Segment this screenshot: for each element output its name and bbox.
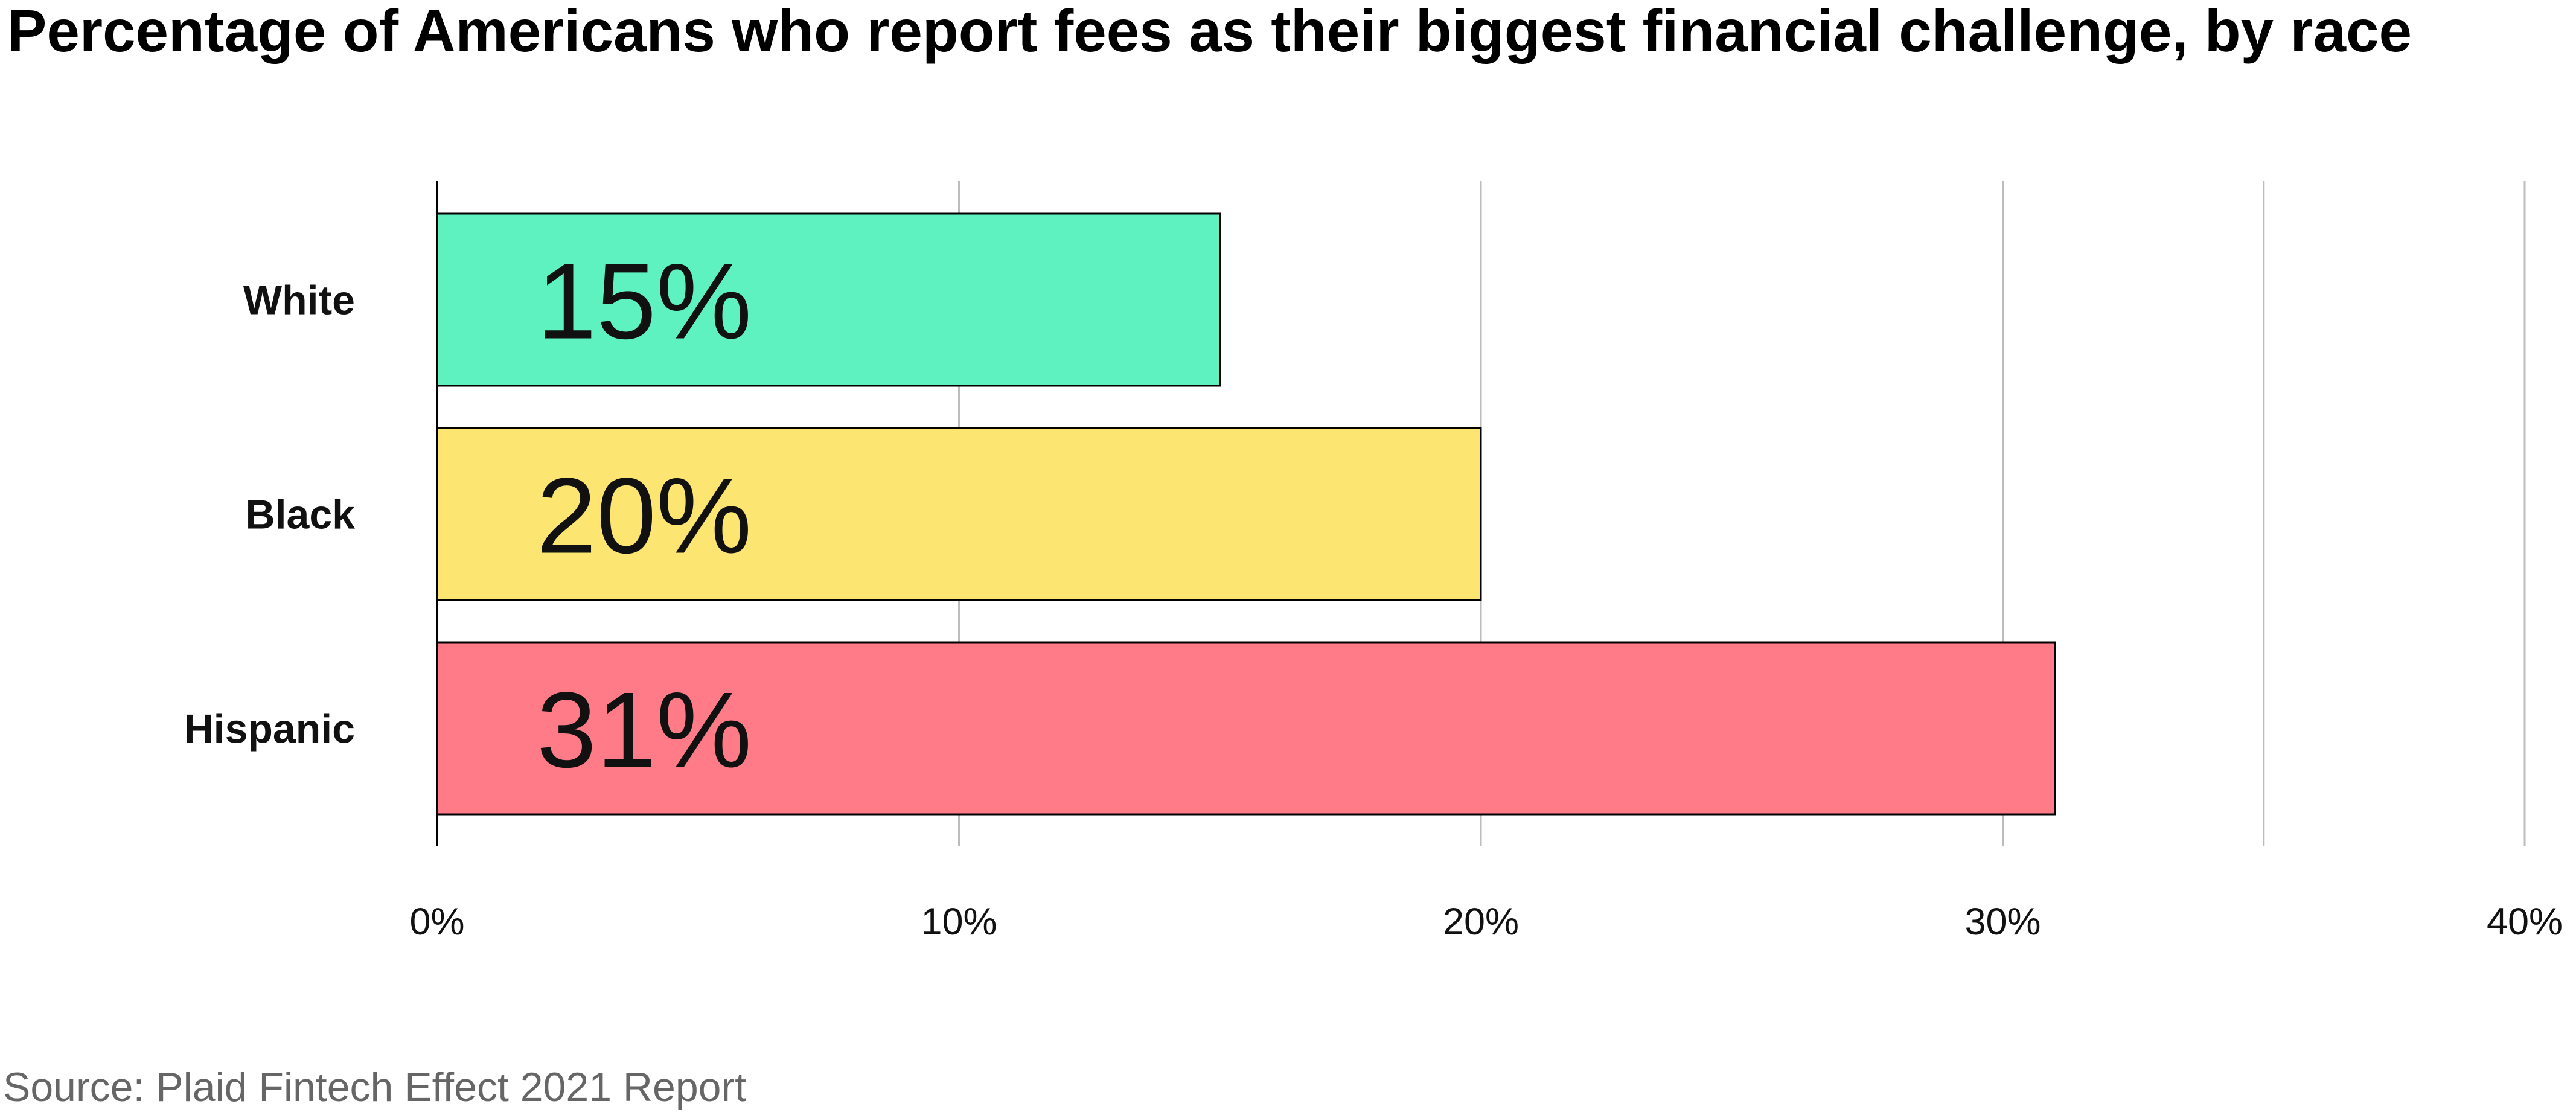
- tick-label: 40%: [2487, 901, 2563, 943]
- category-label-white: White: [243, 278, 355, 324]
- category-labels: White Black Hispanic: [184, 278, 356, 752]
- source-note: Source: Plaid Fintech Effect 2021 Report: [3, 1064, 746, 1110]
- tick-label: 10%: [921, 901, 997, 943]
- tick-labels: 0% 10% 20% 30% 40%: [409, 901, 2563, 943]
- data-label-hispanic: 31%: [537, 670, 752, 790]
- tick-label: 0%: [409, 901, 464, 943]
- bar-hispanic: [436, 641, 2056, 816]
- category-label-hispanic: Hispanic: [184, 706, 355, 752]
- data-label-white: 15%: [537, 241, 752, 362]
- bars: 15% 20% 31%: [436, 212, 2056, 816]
- tick-label: 20%: [1443, 901, 1519, 943]
- category-label-black: Black: [246, 492, 356, 538]
- chart-title: Percentage of Americans who report fees …: [7, 0, 2412, 64]
- tick-label: 30%: [1964, 901, 2041, 943]
- bar-white: [436, 212, 1221, 387]
- data-label-black: 20%: [537, 456, 752, 576]
